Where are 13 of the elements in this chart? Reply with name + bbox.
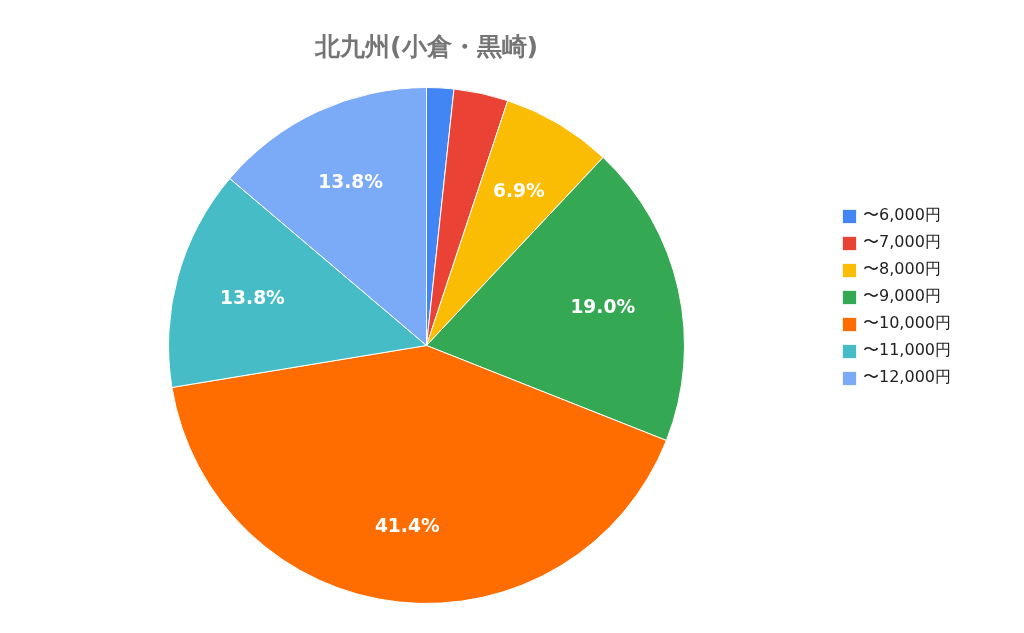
legend-label: 〜7,000円: [863, 232, 941, 253]
chart-title: 北九州(小倉・黒崎): [313, 30, 539, 61]
data-label: 13.8%: [220, 286, 286, 308]
data-label: 41.4%: [374, 514, 440, 536]
legend-label: 〜8,000円: [863, 259, 941, 280]
legend-label: 〜12,000円: [863, 367, 951, 388]
data-label: 19.0%: [570, 295, 636, 317]
legend-label: 〜11,000円: [863, 340, 951, 361]
legend-label: 〜10,000円: [863, 313, 951, 334]
legend-label: 〜6,000円: [863, 205, 941, 226]
data-label: 6.9%: [493, 179, 546, 201]
data-label: 13.8%: [318, 171, 384, 193]
legend-label: 〜9,000円: [863, 286, 941, 307]
